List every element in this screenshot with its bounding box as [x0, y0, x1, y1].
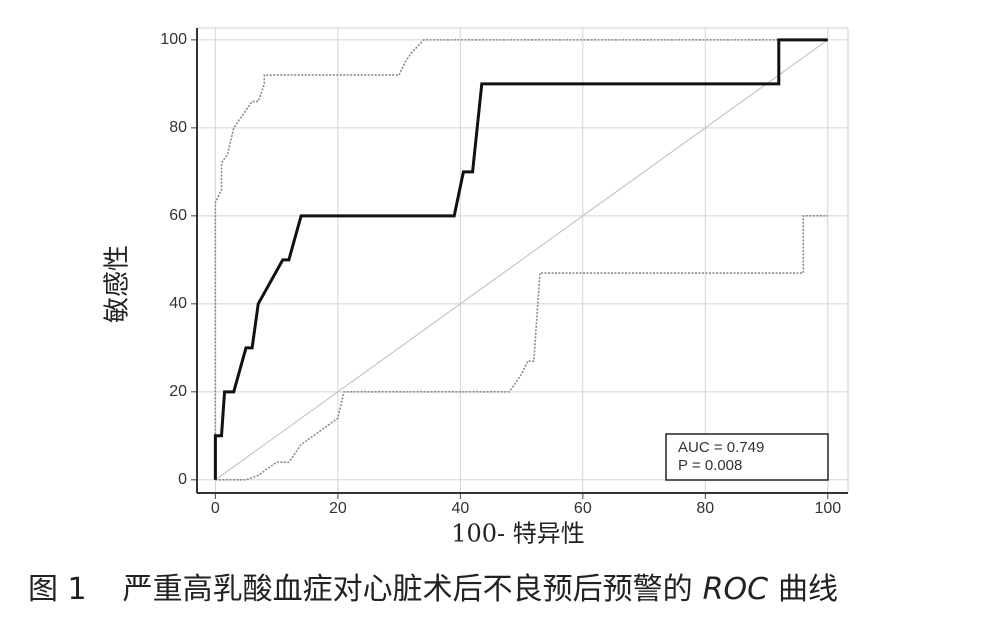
roc-line [213, 38, 828, 480]
caption-tail: 曲线 [778, 572, 838, 607]
caption-figure: 图 1 [28, 572, 87, 607]
caption: 图 1 严重高乳酸血症对心脏术后不良预后预警的 ROC 曲线 [28, 572, 838, 607]
caption-text: 严重高乳酸血症对心脏术后不良预后预警的 [123, 572, 693, 607]
annotation: AUC = 0.749 [678, 439, 764, 456]
y-tick-label: 80 [169, 119, 187, 136]
y-tick-label: 20 [169, 383, 187, 400]
x-axis-label: 100- 特异性 [451, 520, 585, 548]
y-tick-label: 40 [169, 295, 187, 312]
x-tick-label: 40 [451, 500, 469, 517]
y-tick-label: 100 [160, 31, 187, 48]
caption-italic: ROC [703, 572, 768, 607]
y-tick-label: 0 [178, 471, 187, 488]
x-tick-label: 20 [329, 500, 347, 517]
x-tick-label: 80 [696, 500, 714, 517]
annotation: P = 0.008 [678, 457, 742, 474]
roc-line [215, 39, 829, 481]
roc-line [215, 215, 828, 481]
x-tick-label: 100 [814, 500, 841, 517]
x-tick-label: 60 [574, 500, 592, 517]
annotation-box [665, 433, 829, 481]
x-tick-label: 0 [211, 500, 220, 517]
y-tick-label: 60 [169, 207, 187, 224]
y-axis-label: 敏感性 [103, 245, 133, 323]
roc-line [214, 39, 828, 480]
